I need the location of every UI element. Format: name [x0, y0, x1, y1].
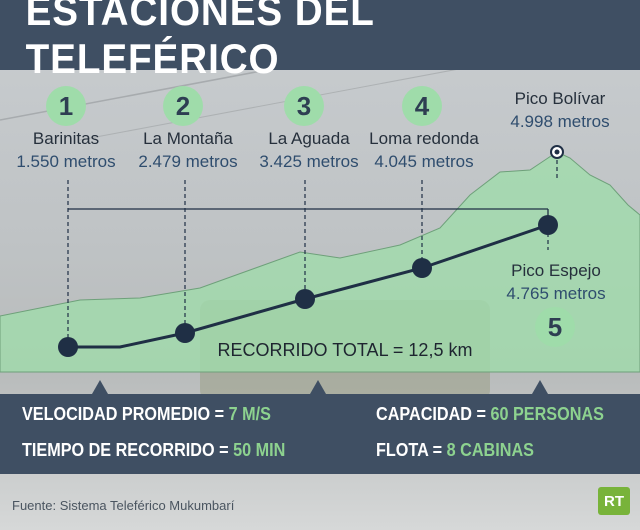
station-dot-1 — [58, 337, 78, 357]
stat-travel-time: TIEMPO DE RECORRIDO = 50 MIN — [22, 440, 286, 460]
station-number-badge-2: 2 — [163, 86, 203, 126]
station-number-badge-3: 3 — [284, 86, 324, 126]
station-name-3: La Aguada — [268, 129, 350, 148]
station-altitude-3: 3.425 metros — [259, 152, 358, 171]
rt-logo: RT — [598, 487, 630, 515]
page-title: ESTACIONES DEL TELEFÉRICO — [25, 0, 375, 82]
station-altitude-1: 1.550 metros — [16, 152, 115, 171]
station-dot-2 — [175, 323, 195, 343]
station-name-1: Barinitas — [33, 129, 99, 148]
guide-lines — [67, 160, 558, 347]
station-name-4: Loma redonda — [369, 129, 479, 148]
svg-text:5: 5 — [548, 312, 562, 342]
stat-fleet: FLOTA = 8 CABINAS — [376, 440, 534, 460]
station-number-badge-4: 4 — [402, 86, 442, 126]
stats-band: VELOCIDAD PROMEDIO = 7 M/S CAPACIDAD = 6… — [0, 394, 640, 474]
station-number-badge-1: 1 — [46, 86, 86, 126]
svg-text:1: 1 — [59, 91, 73, 121]
station-name-2: La Montaña — [143, 129, 233, 148]
stat-average-speed: VELOCIDAD PROMEDIO = 7 M/S — [22, 404, 271, 424]
station-pointers — [92, 380, 548, 394]
source-credit: Fuente: Sistema Teleférico Mukumbarí — [12, 498, 235, 513]
stat-capacity: CAPACIDAD = 60 PERSONAS — [376, 404, 604, 424]
station-name-5: Pico Espejo — [511, 261, 601, 280]
mountain-silhouette — [0, 151, 640, 373]
svg-text:3: 3 — [297, 91, 311, 121]
peak-name: Pico Bolívar — [515, 89, 606, 108]
station-dot-3 — [295, 289, 315, 309]
route-total-label: RECORRIDO TOTAL = 12,5 km — [218, 340, 473, 360]
peak-altitude: 4.998 metros — [510, 112, 609, 131]
station-altitude-2: 2.479 metros — [138, 152, 237, 171]
station-dot-4 — [412, 258, 432, 278]
cable-route-line — [68, 223, 549, 349]
svg-text:2: 2 — [176, 91, 190, 121]
station-altitude-4: 4.045 metros — [374, 152, 473, 171]
svg-text:4: 4 — [415, 91, 430, 121]
station-dot-5 — [538, 215, 558, 235]
station-number-badge-5: 5 — [535, 307, 575, 347]
station-altitude-5: 4.765 metros — [506, 284, 605, 303]
title-bar: ESTACIONES DEL TELEFÉRICO — [0, 0, 640, 82]
